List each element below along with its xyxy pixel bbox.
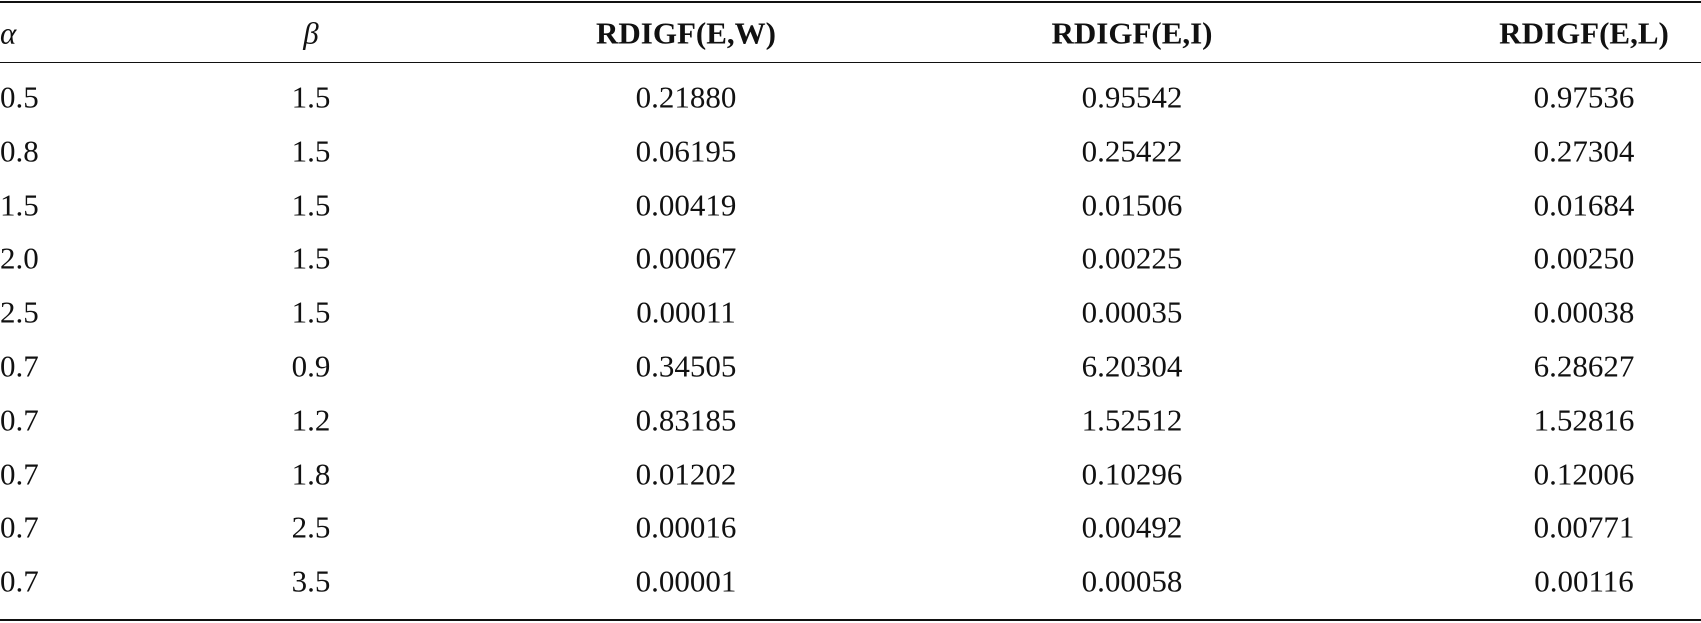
cell: 1.2 <box>291 402 331 438</box>
cell: 1.5 <box>291 294 331 330</box>
cell: 0.97536 <box>1533 79 1635 115</box>
cell: 1.5 <box>291 79 331 115</box>
cell: 2.5 <box>291 509 331 545</box>
cell: 0.00771 <box>1533 509 1635 545</box>
cell: 2.5 <box>0 294 39 330</box>
top-rule <box>0 1 1701 3</box>
cell: 1.5 <box>0 187 39 223</box>
cell: 0.7 <box>0 563 39 599</box>
cell: 1.5 <box>291 133 331 169</box>
column-header: α <box>0 15 17 51</box>
cell: 0.00116 <box>1534 563 1634 599</box>
cell: 0.00038 <box>1533 294 1635 330</box>
column-header: RDIGF(E,I) <box>1051 15 1213 51</box>
cell: 0.27304 <box>1533 133 1635 169</box>
cell: 2.0 <box>0 240 39 276</box>
cell: 0.01506 <box>1081 187 1183 223</box>
cell: 0.12006 <box>1533 456 1635 492</box>
cell: 0.00067 <box>635 240 737 276</box>
cell: 0.5 <box>0 79 39 115</box>
cell: 6.28627 <box>1533 348 1635 384</box>
cell: 0.00250 <box>1533 240 1635 276</box>
cell: 0.83185 <box>635 402 737 438</box>
cell: 1.52816 <box>1533 402 1635 438</box>
cell: 0.7 <box>0 402 39 438</box>
bottom-rule <box>0 619 1701 621</box>
cell: 0.00492 <box>1081 509 1183 545</box>
column-header: RDIGF(E,W) <box>596 15 776 51</box>
cell: 0.00035 <box>1081 294 1183 330</box>
cell: 3.5 <box>291 563 331 599</box>
cell: 0.21880 <box>635 79 737 115</box>
cell: 0.01202 <box>635 456 737 492</box>
column-header: β <box>303 15 319 51</box>
cell: 1.5 <box>291 240 331 276</box>
cell: 0.00058 <box>1081 563 1183 599</box>
cell: 0.00016 <box>635 509 737 545</box>
cell: 0.7 <box>0 348 39 384</box>
cell: 0.00419 <box>635 187 737 223</box>
cell: 1.5 <box>291 187 331 223</box>
cell: 6.20304 <box>1081 348 1183 384</box>
cell: 1.52512 <box>1081 402 1183 438</box>
cell: 0.01684 <box>1533 187 1635 223</box>
header-rule <box>0 62 1701 63</box>
cell: 0.8 <box>0 133 39 169</box>
cell: 0.00001 <box>635 563 737 599</box>
cell: 0.34505 <box>635 348 737 384</box>
cell: 0.7 <box>0 456 39 492</box>
cell: 0.00011 <box>636 294 736 330</box>
cell: 0.10296 <box>1081 456 1183 492</box>
cell: 0.00225 <box>1081 240 1183 276</box>
column-header: RDIGF(E,L) <box>1499 15 1669 51</box>
cell: 0.9 <box>291 348 331 384</box>
cell: 1.8 <box>291 456 331 492</box>
cell: 0.95542 <box>1081 79 1183 115</box>
cell: 0.25422 <box>1081 133 1183 169</box>
cell: 0.7 <box>0 509 39 545</box>
cell: 0.06195 <box>635 133 737 169</box>
